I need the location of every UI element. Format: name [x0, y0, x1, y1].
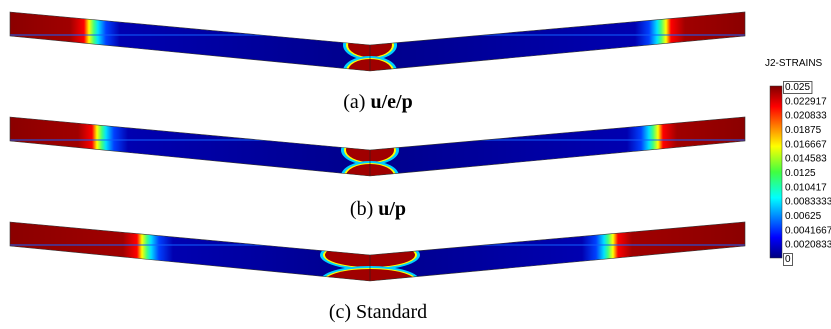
caption: (a) u/e/p	[343, 91, 412, 113]
figure: (a) u/e/p (b) u/p (c) Standard J2-STRAIN…	[0, 0, 831, 329]
caption-text: Standard	[356, 301, 427, 323]
colorbar-title: J2-STRAINS	[765, 58, 823, 69]
colorbar-tick-label: 0.025	[785, 82, 810, 93]
caption: (c) Standard	[329, 301, 427, 323]
colorbar-tick-label: 0.00625	[785, 211, 822, 222]
colorbar-tick-label: 0.022917	[785, 96, 827, 107]
caption: (b) u/p	[350, 198, 406, 220]
caption-label: (b)	[350, 198, 373, 220]
colorbar-tick-label: 0.010417	[785, 182, 827, 193]
beam	[10, 12, 745, 86]
colorbar-tick-label: 0.0125	[785, 168, 816, 179]
colorbar-tick-label: 0	[785, 254, 791, 265]
colorbar-tick-label: 0.014583	[785, 154, 827, 165]
colorbar-tick-label: 0.0020833	[785, 240, 831, 251]
colorbar-tick-label: 0.01875	[785, 125, 822, 136]
beam	[10, 222, 745, 296]
beam-edge	[10, 139, 745, 141]
beam	[10, 117, 745, 191]
caption-text: u/e/p	[370, 91, 412, 113]
colorbar-tick-label: 0.0041667	[785, 225, 831, 236]
colorbar-tick-label: 0.016667	[785, 139, 827, 150]
beam-edge	[10, 244, 745, 246]
caption-text: u/p	[378, 198, 406, 220]
beam-edge	[10, 34, 745, 36]
caption-label: (a)	[343, 91, 365, 113]
caption-label: (c)	[329, 301, 351, 323]
colorbar	[770, 86, 782, 258]
colorbar-tick-label: 0.020833	[785, 111, 827, 122]
colorbar-tick-label: 0.0083333	[785, 197, 831, 208]
